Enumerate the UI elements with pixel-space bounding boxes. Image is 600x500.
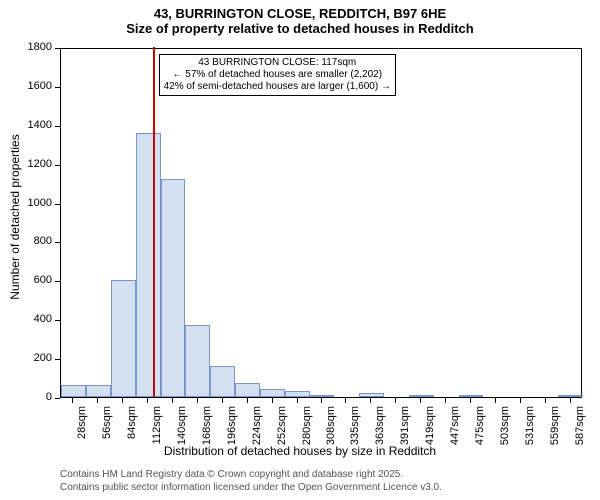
annotation-line-2: ← 57% of detached houses are smaller (2,…: [164, 69, 391, 81]
xtick-label: 84sqm: [126, 406, 138, 450]
xtick-label: 559sqm: [549, 406, 561, 450]
histogram-bar: [111, 280, 136, 397]
ytick-line: [55, 398, 60, 399]
xtick-line: [520, 398, 521, 403]
ytick-line: [55, 359, 60, 360]
histogram-bar: [86, 385, 111, 397]
histogram-bar: [136, 133, 161, 397]
xtick-label: 503sqm: [499, 406, 511, 450]
xtick-line: [470, 398, 471, 403]
xtick-label: 335sqm: [349, 406, 361, 450]
ytick-label: 800: [20, 235, 52, 247]
ytick-line: [55, 126, 60, 127]
histogram-bar: [359, 393, 384, 397]
xtick-line: [247, 398, 248, 403]
ytick-label: 0: [20, 391, 52, 403]
ytick-label: 600: [20, 274, 52, 286]
histogram-bar: [235, 383, 260, 397]
xtick-line: [297, 398, 298, 403]
histogram-bar: [185, 325, 210, 397]
annotation-line-1: 43 BURRINGTON CLOSE: 117sqm: [164, 57, 391, 69]
xtick-line: [545, 398, 546, 403]
ytick-label: 1000: [20, 197, 52, 209]
xtick-label: 252sqm: [276, 406, 288, 450]
xtick-line: [272, 398, 273, 403]
ytick-line: [55, 320, 60, 321]
xtick-label: 280sqm: [301, 406, 313, 450]
annotation-line-3: 42% of semi-detached houses are larger (…: [164, 81, 391, 93]
chart-subtitle: Size of property relative to detached ho…: [0, 21, 600, 36]
footer-attribution: Contains HM Land Registry data © Crown c…: [60, 468, 442, 494]
histogram-bar: [61, 385, 86, 397]
xtick-label: 419sqm: [424, 406, 436, 450]
xtick-label: 56sqm: [101, 406, 113, 450]
ytick-line: [55, 281, 60, 282]
xtick-label: 28sqm: [76, 406, 88, 450]
ytick-line: [55, 87, 60, 88]
histogram-bar: [310, 395, 334, 397]
xtick-label: 168sqm: [201, 406, 213, 450]
xtick-label: 112sqm: [151, 406, 163, 450]
xtick-label: 587sqm: [574, 406, 586, 450]
xtick-line: [222, 398, 223, 403]
xtick-line: [570, 398, 571, 403]
property-marker-line: [153, 47, 155, 397]
footer-line-1: Contains HM Land Registry data © Crown c…: [60, 468, 442, 481]
ytick-label: 1600: [20, 80, 52, 92]
ytick-label: 1200: [20, 158, 52, 170]
xtick-line: [495, 398, 496, 403]
ytick-label: 200: [20, 352, 52, 364]
histogram-bar: [161, 179, 186, 397]
ytick-label: 1800: [20, 41, 52, 53]
ytick-label: 1400: [20, 119, 52, 131]
xtick-line: [97, 398, 98, 403]
xtick-line: [197, 398, 198, 403]
ytick-line: [55, 165, 60, 166]
annotation-box: 43 BURRINGTON CLOSE: 117sqm← 57% of deta…: [159, 54, 396, 96]
xtick-line: [370, 398, 371, 403]
chart-plot-area: 43 BURRINGTON CLOSE: 117sqm← 57% of deta…: [60, 48, 582, 398]
ytick-label: 400: [20, 313, 52, 325]
xtick-line: [172, 398, 173, 403]
xtick-label: 531sqm: [524, 406, 536, 450]
histogram-bar: [459, 395, 484, 397]
footer-line-2: Contains public sector information licen…: [60, 481, 442, 494]
ytick-line: [55, 242, 60, 243]
ytick-line: [55, 48, 60, 49]
xtick-label: 308sqm: [325, 406, 337, 450]
xtick-line: [395, 398, 396, 403]
xtick-label: 447sqm: [449, 406, 461, 450]
histogram-bar: [260, 389, 285, 397]
histogram-bar: [285, 391, 310, 397]
xtick-line: [72, 398, 73, 403]
xtick-line: [321, 398, 322, 403]
xtick-label: 391sqm: [399, 406, 411, 450]
chart-title: 43, BURRINGTON CLOSE, REDDITCH, B97 6HE: [0, 6, 600, 21]
xtick-line: [122, 398, 123, 403]
histogram-bar: [409, 395, 434, 397]
histogram-bar: [558, 395, 583, 397]
xtick-label: 224sqm: [251, 406, 263, 450]
ytick-line: [55, 204, 60, 205]
xtick-label: 475sqm: [474, 406, 486, 450]
xtick-line: [445, 398, 446, 403]
xtick-label: 140sqm: [176, 406, 188, 450]
xtick-line: [420, 398, 421, 403]
histogram-bar: [210, 366, 235, 397]
xtick-line: [147, 398, 148, 403]
xtick-label: 196sqm: [226, 406, 238, 450]
xtick-label: 363sqm: [374, 406, 386, 450]
xtick-line: [345, 398, 346, 403]
